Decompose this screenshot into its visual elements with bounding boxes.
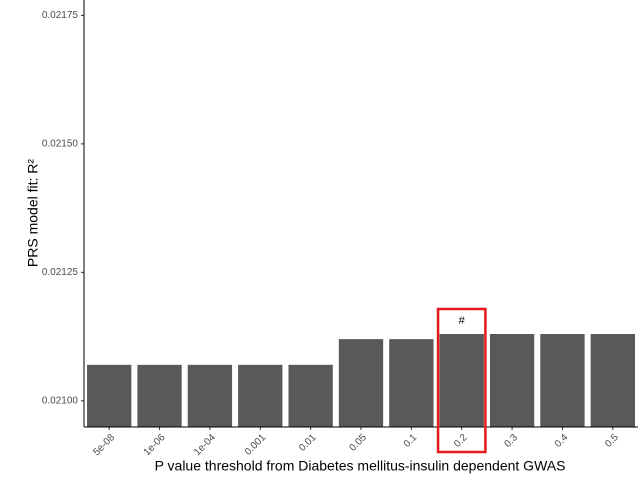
x-tick-label: 5e-08 bbox=[91, 432, 117, 458]
bar bbox=[439, 333, 484, 427]
bar bbox=[87, 364, 132, 427]
bar bbox=[540, 333, 585, 427]
x-tick-label: 0.2 bbox=[452, 432, 470, 450]
bar bbox=[187, 364, 233, 427]
x-tick-label: 0.001 bbox=[243, 432, 269, 458]
x-tick-label: 1e-06 bbox=[142, 432, 168, 458]
x-tick-label: 0.01 bbox=[297, 432, 319, 454]
highlight-box bbox=[436, 307, 487, 454]
y-tick-label: 0.02125 bbox=[42, 267, 79, 278]
bar bbox=[338, 339, 384, 427]
x-axis-label: P value threshold from Diabetes mellitus… bbox=[155, 458, 566, 474]
y-tick-label: 0.02150 bbox=[42, 139, 79, 150]
x-tick-label: 0.4 bbox=[553, 432, 571, 450]
x-tick-label: 0.5 bbox=[603, 432, 621, 450]
x-tick-label: 0.05 bbox=[347, 432, 369, 454]
y-axis-label: PRS model fit: R² bbox=[25, 159, 41, 267]
y-tick-label: 0.02100 bbox=[42, 395, 79, 406]
bar bbox=[489, 333, 535, 427]
x-tick-label: 0.3 bbox=[502, 432, 520, 450]
bar bbox=[389, 339, 434, 427]
bar bbox=[288, 364, 333, 427]
bar bbox=[238, 364, 283, 427]
x-tick-label: 1e-04 bbox=[192, 432, 218, 458]
y-tick-label: 0.02175 bbox=[42, 10, 79, 21]
bar bbox=[590, 333, 635, 427]
annotation: # bbox=[459, 315, 466, 327]
bar bbox=[137, 364, 182, 427]
x-tick-label: 0.1 bbox=[402, 432, 420, 450]
